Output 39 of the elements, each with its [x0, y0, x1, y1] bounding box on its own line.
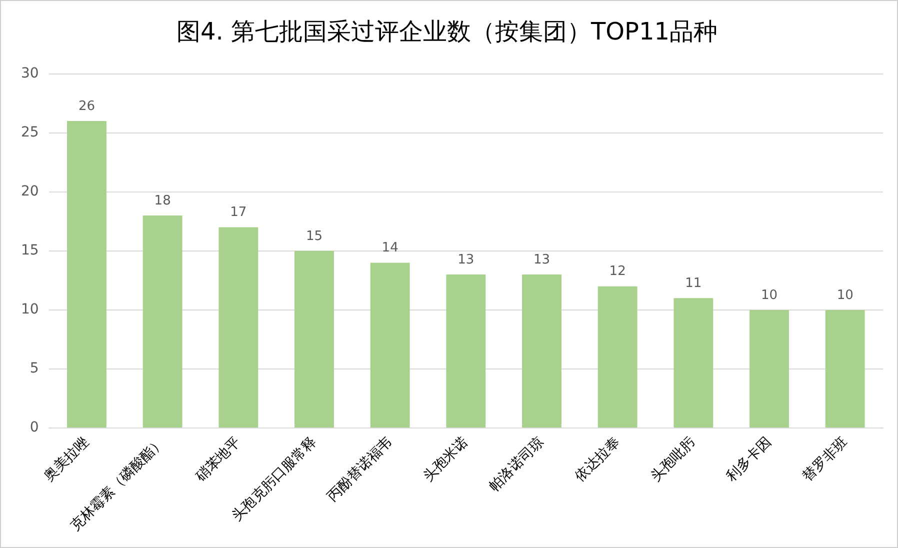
bar: [370, 262, 410, 428]
bar: [67, 121, 106, 428]
bar: [674, 298, 714, 428]
y-tick-label: 30: [20, 65, 39, 82]
y-tick-label: 20: [20, 184, 39, 200]
data-label: 17: [230, 205, 247, 220]
bar: [598, 286, 638, 428]
bar: [522, 274, 562, 428]
bar: [446, 274, 486, 428]
x-tick-label: 头孢吡肟: [648, 434, 699, 485]
data-label: 13: [458, 252, 474, 268]
x-tick-label: 依达拉奉: [572, 434, 623, 485]
bar: [294, 250, 334, 428]
x-tick-label: 头孢米诺: [420, 434, 472, 485]
bar: [218, 227, 258, 428]
data-label: 10: [836, 288, 854, 303]
chart-title: 图4. 第七批国采过评企业数（按集团）TOP11品种: [176, 18, 718, 46]
data-label: 13: [533, 252, 550, 268]
bar: [825, 310, 865, 428]
bar: [142, 215, 182, 428]
data-label: 11: [685, 276, 702, 292]
data-label: 18: [154, 193, 171, 208]
x-tick-label: 利多卡因: [724, 434, 775, 485]
y-tick-label: 15: [20, 242, 39, 259]
x-tick-label: 帕洛诺司琼: [486, 434, 548, 495]
data-label: 26: [78, 98, 96, 114]
bar: [750, 310, 789, 428]
data-label: 15: [306, 228, 323, 244]
data-label: 10: [760, 288, 778, 303]
x-tick-label: 奥美拉唑: [41, 434, 92, 485]
data-label: 12: [609, 264, 626, 280]
x-tick-label: 替罗非班: [800, 434, 850, 485]
y-tick-label: 25: [20, 124, 39, 140]
y-tick-label: 5: [30, 360, 39, 377]
y-tick-label: 10: [20, 302, 39, 318]
x-tick-label: 硝苯地平: [192, 434, 244, 486]
y-tick-label: 0: [30, 420, 39, 436]
x-tick-label: 丙酚替诺福韦: [324, 434, 396, 505]
data-label: 14: [382, 240, 398, 256]
